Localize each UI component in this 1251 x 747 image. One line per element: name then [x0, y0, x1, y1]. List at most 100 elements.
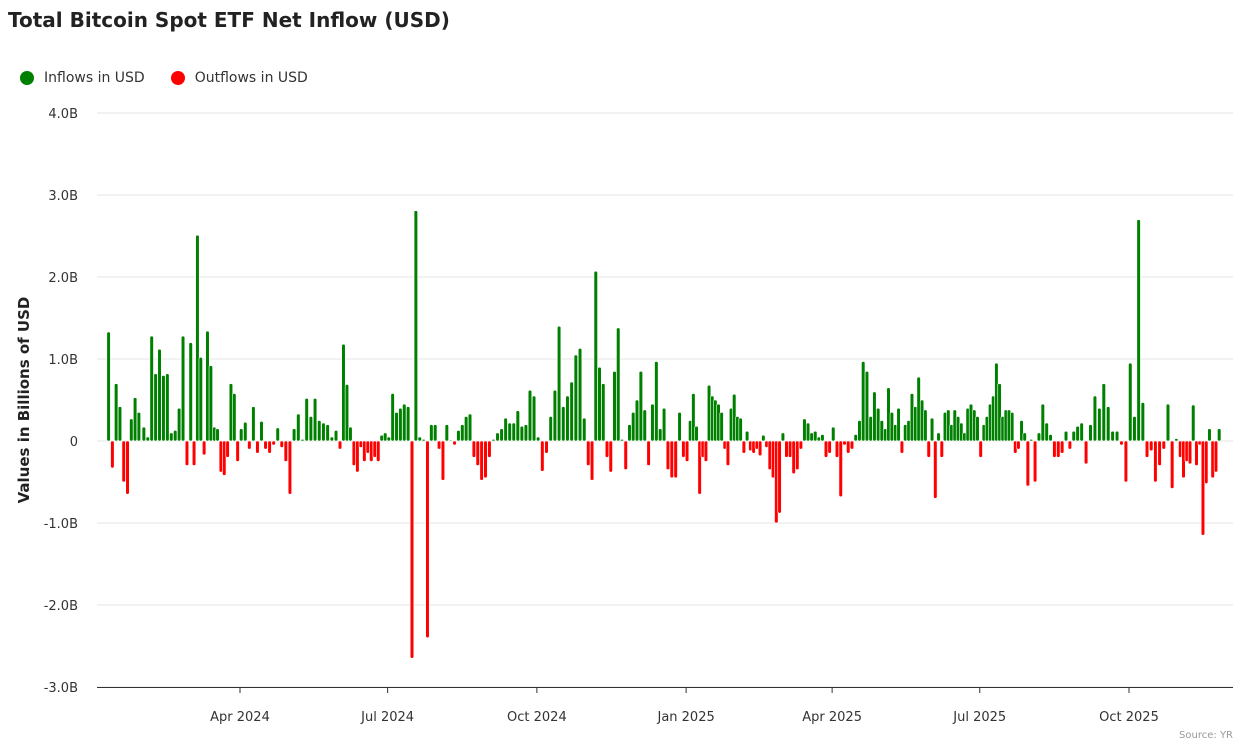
outflow-bar[interactable] — [846, 440, 851, 454]
inflow-bar[interactable] — [333, 430, 339, 442]
outflow-bar[interactable] — [1052, 440, 1057, 458]
outflow-bar[interactable] — [665, 440, 671, 471]
outflow-bar[interactable] — [409, 440, 415, 659]
outflow-bar[interactable] — [978, 440, 983, 458]
inflow-bar[interactable] — [114, 383, 119, 442]
inflow-bar[interactable] — [997, 383, 1002, 442]
inflow-bar[interactable] — [761, 434, 766, 442]
inflow-bar[interactable] — [616, 327, 621, 442]
inflow-bar[interactable] — [312, 398, 318, 442]
outflow-bar[interactable] — [267, 440, 272, 454]
outflow-bar[interactable] — [795, 440, 800, 471]
inflow-bar[interactable] — [1217, 428, 1222, 442]
inflow-bar[interactable] — [745, 430, 750, 442]
outflow-bar[interactable] — [697, 440, 702, 495]
inflow-bar[interactable] — [145, 436, 150, 442]
inflow-bar[interactable] — [169, 432, 174, 442]
inflow-bar[interactable] — [872, 391, 877, 442]
inflow-bar[interactable] — [153, 373, 158, 442]
outflow-bar[interactable] — [791, 440, 796, 475]
inflow-bar[interactable] — [507, 422, 512, 442]
inflow-bar[interactable] — [239, 428, 244, 442]
inflow-bar[interactable] — [161, 375, 166, 442]
inflow-bar[interactable] — [1114, 430, 1120, 442]
outflow-bar[interactable] — [372, 440, 377, 458]
inflow-bar[interactable] — [296, 413, 301, 442]
outflow-bar[interactable] — [483, 440, 488, 479]
inflow-bar[interactable] — [188, 342, 193, 442]
inflow-bar[interactable] — [198, 357, 203, 442]
inflow-bar[interactable] — [658, 428, 663, 442]
inflow-bar[interactable] — [177, 407, 182, 442]
inflow-bar[interactable] — [1191, 404, 1196, 442]
inflow-bar[interactable] — [1174, 438, 1179, 442]
inflow-bar[interactable] — [136, 411, 141, 442]
inflow-bar[interactable] — [456, 430, 461, 442]
inflow-bar[interactable] — [612, 370, 617, 442]
inflow-bar[interactable] — [394, 411, 399, 442]
inflow-bar[interactable] — [923, 409, 928, 442]
outflow-bar[interactable] — [838, 440, 843, 498]
outflow-bar[interactable] — [271, 440, 276, 446]
outflow-bar[interactable] — [263, 440, 268, 450]
outflow-bar[interactable] — [1187, 440, 1193, 465]
inflow-bar[interactable] — [448, 439, 453, 442]
inflow-bar[interactable] — [251, 406, 256, 442]
inflow-bar[interactable] — [421, 439, 426, 442]
outflow-bar[interactable] — [1157, 440, 1162, 466]
outflow-bar[interactable] — [376, 440, 381, 462]
inflow-bar[interactable] — [975, 416, 980, 442]
outflow-bar[interactable] — [608, 440, 613, 473]
outflow-bar[interactable] — [440, 440, 446, 481]
outflow-bar[interactable] — [337, 440, 343, 450]
inflow-bar[interactable] — [515, 410, 520, 442]
inflow-bar[interactable] — [1165, 403, 1171, 442]
inflow-bar[interactable] — [627, 424, 632, 442]
inflow-bar[interactable] — [573, 354, 578, 442]
outflow-bar[interactable] — [255, 440, 260, 454]
outflow-bar[interactable] — [351, 440, 357, 466]
inflow-bar[interactable] — [868, 416, 873, 442]
outflow-bar[interactable] — [939, 440, 944, 458]
inflow-bar[interactable] — [511, 422, 516, 442]
outflow-bar[interactable] — [673, 440, 678, 479]
outflow-bar[interactable] — [827, 440, 832, 454]
inflow-bar[interactable] — [601, 383, 606, 442]
inflow-bar[interactable] — [802, 418, 807, 442]
inflow-bar[interactable] — [1136, 219, 1141, 442]
outflow-bar[interactable] — [365, 440, 370, 454]
inflow-bar[interactable] — [383, 432, 388, 442]
inflow-bar[interactable] — [661, 407, 667, 442]
outflow-bar[interactable] — [540, 440, 545, 472]
inflow-bar[interactable] — [531, 395, 537, 442]
inflow-bar[interactable] — [215, 428, 220, 442]
inflow-bar[interactable] — [1132, 416, 1137, 442]
outflow-bar[interactable] — [1067, 440, 1072, 450]
inflow-bar[interactable] — [292, 428, 297, 442]
inflow-bar[interactable] — [304, 398, 309, 442]
outflow-bar[interactable] — [842, 440, 847, 446]
inflow-bar[interactable] — [597, 366, 602, 442]
inflow-bar[interactable] — [959, 422, 964, 442]
outflow-bar[interactable] — [823, 440, 829, 458]
inflow-bar[interactable] — [809, 432, 814, 442]
inflow-bar[interactable] — [565, 395, 570, 442]
outflow-bar[interactable] — [684, 440, 690, 462]
inflow-bar[interactable] — [1101, 383, 1106, 442]
outflow-bar[interactable] — [436, 440, 442, 450]
outflow-bar[interactable] — [475, 440, 480, 466]
inflow-bar[interactable] — [1097, 407, 1102, 442]
inflow-bar[interactable] — [1075, 425, 1080, 442]
inflow-bar[interactable] — [417, 436, 422, 442]
inflow-bar[interactable] — [173, 430, 178, 442]
outflow-bar[interactable] — [471, 440, 476, 458]
inflow-bar[interactable] — [413, 210, 418, 442]
inflow-bar[interactable] — [1071, 430, 1076, 442]
outflow-bar[interactable] — [1016, 440, 1021, 450]
inflow-bar[interactable] — [638, 370, 643, 442]
outflow-bar[interactable] — [1194, 440, 1199, 466]
inflow-bar[interactable] — [1036, 432, 1042, 442]
inflow-bar[interactable] — [1092, 395, 1098, 442]
inflow-bar[interactable] — [569, 381, 574, 442]
outflow-bar[interactable] — [283, 440, 288, 462]
